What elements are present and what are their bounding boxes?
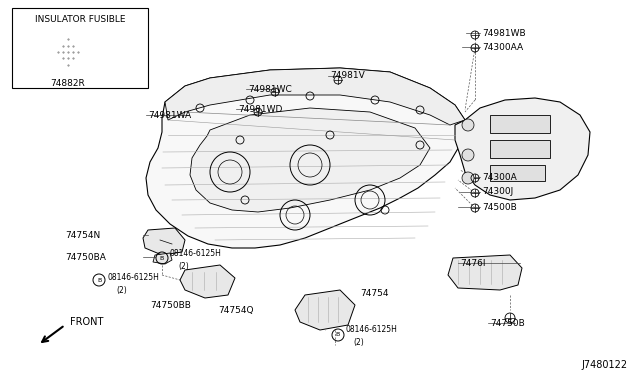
Text: 08146-6125H: 08146-6125H <box>108 273 160 282</box>
Text: 74754N: 74754N <box>65 231 100 240</box>
Text: 74754Q: 74754Q <box>218 305 253 314</box>
Text: FRONT: FRONT <box>70 317 104 327</box>
Circle shape <box>462 149 474 161</box>
Circle shape <box>462 119 474 131</box>
Polygon shape <box>153 253 172 264</box>
Polygon shape <box>146 68 465 248</box>
Text: 74300AA: 74300AA <box>482 42 523 51</box>
Text: (2): (2) <box>353 337 364 346</box>
Text: B: B <box>97 278 101 282</box>
Text: 74750BB: 74750BB <box>150 301 191 310</box>
Text: (2): (2) <box>116 285 127 295</box>
Polygon shape <box>165 68 465 125</box>
Polygon shape <box>52 34 83 70</box>
Text: B: B <box>336 333 340 337</box>
Text: (2): (2) <box>178 262 189 270</box>
Text: 74882R: 74882R <box>51 80 85 89</box>
Polygon shape <box>455 98 590 200</box>
Text: 74300J: 74300J <box>482 187 513 196</box>
Text: 74750B: 74750B <box>490 318 525 327</box>
Text: 74981V: 74981V <box>330 71 365 80</box>
Polygon shape <box>448 255 522 290</box>
Text: 74300A: 74300A <box>482 173 516 182</box>
Text: INSULATOR FUSIBLE: INSULATOR FUSIBLE <box>35 16 125 25</box>
Bar <box>12 8 148 88</box>
Polygon shape <box>143 228 185 255</box>
Text: 08146-6125H: 08146-6125H <box>345 326 397 334</box>
Polygon shape <box>180 265 235 298</box>
Text: 74981WD: 74981WD <box>238 105 282 113</box>
Text: 74754: 74754 <box>360 289 388 298</box>
Bar <box>490 165 545 181</box>
Text: 74500B: 74500B <box>482 202 516 212</box>
Polygon shape <box>295 290 355 330</box>
Text: 74981WA: 74981WA <box>148 110 191 119</box>
Text: 7476I: 7476I <box>460 259 486 267</box>
Circle shape <box>462 172 474 184</box>
Text: J7480122: J7480122 <box>582 360 628 370</box>
Text: 74981WB: 74981WB <box>482 29 525 38</box>
Polygon shape <box>190 108 430 212</box>
Text: 74981WC: 74981WC <box>248 84 292 93</box>
Bar <box>490 115 550 133</box>
Bar <box>490 140 550 158</box>
Text: 08146-6125H: 08146-6125H <box>170 250 222 259</box>
Text: B: B <box>160 256 164 260</box>
Text: 74750BA: 74750BA <box>65 253 106 262</box>
